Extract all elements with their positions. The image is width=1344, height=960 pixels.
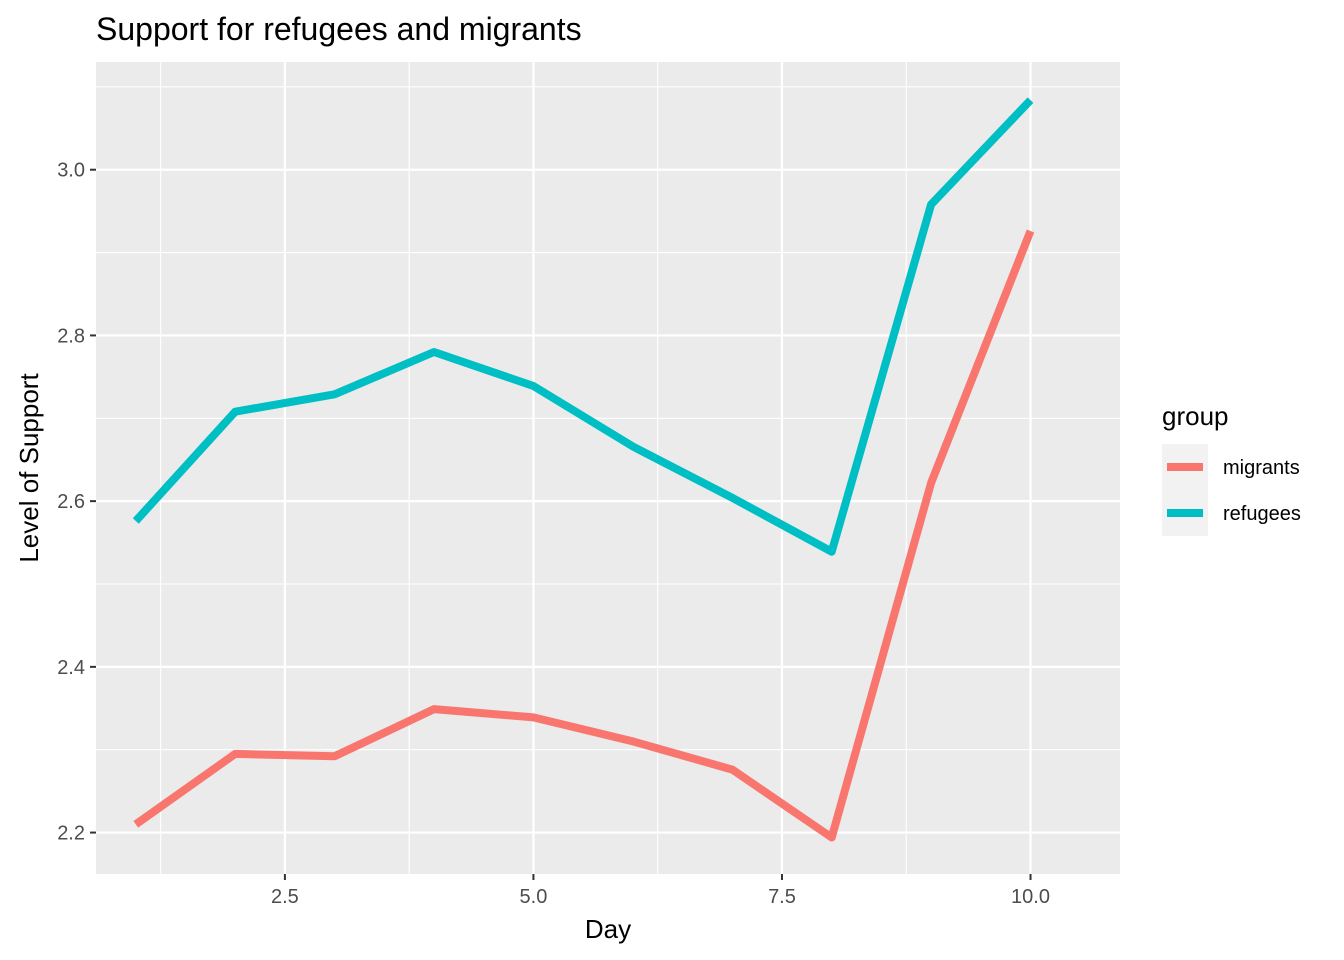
legend: group migrants refugees [1162,401,1301,536]
legend-label-refugees: refugees [1223,503,1301,525]
y-tick-label: 3.0 [57,160,85,182]
x-tick-label: 5.0 [520,886,548,908]
y-axis-title: Level of Support [14,373,44,563]
y-tick-label: 2.6 [57,491,85,513]
series-lines [132,97,1035,842]
chart-title: Support for refugees and migrants [96,11,582,47]
y-tick-label: 2.4 [57,657,85,679]
minor-gridlines [96,62,1120,874]
y-tick-label: 2.8 [57,325,85,347]
x-axis-title: Day [585,914,631,944]
y-tick-label: 2.2 [57,823,85,845]
x-tick-label: 7.5 [768,886,796,908]
y-axis-ticks: 2.2 2.4 2.6 2.8 3.0 [57,160,96,845]
x-tick-label: 10.0 [1011,886,1050,908]
x-tick-label: 2.5 [271,886,299,908]
legend-title: group [1162,401,1229,431]
legend-label-migrants: migrants [1223,457,1300,479]
series-line-refugees [132,97,1034,556]
major-gridlines [96,62,1120,874]
x-axis-ticks: 2.5 5.0 7.5 10.0 [271,874,1050,908]
series-line-migrants [133,229,1035,842]
